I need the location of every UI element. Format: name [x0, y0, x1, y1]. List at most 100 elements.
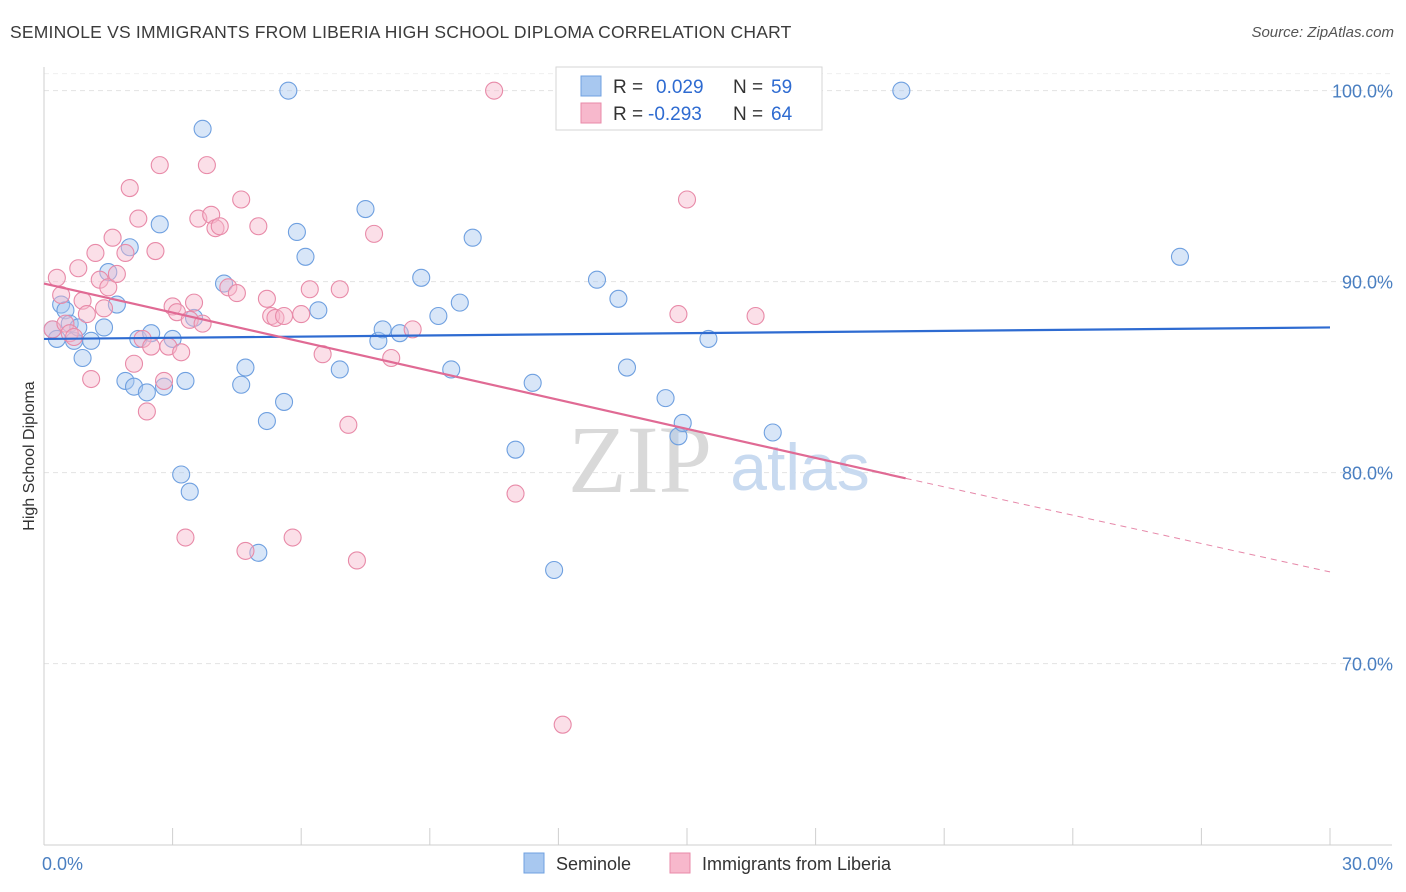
trend-lines	[43, 282, 1331, 573]
liberia-point-21	[137, 402, 156, 421]
seminole-point-45	[463, 228, 482, 247]
liberia-point-50	[300, 280, 319, 299]
legend-r-value-1: 0.029	[656, 77, 704, 98]
seminole-point-36	[330, 360, 349, 379]
watermark: ZIP atlas	[568, 406, 870, 513]
legend-swatch-seminole	[580, 75, 602, 97]
seminole-point-35	[309, 301, 328, 320]
liberia-point-49	[292, 305, 311, 324]
seminole-point-27	[232, 375, 251, 394]
seminole-point-41	[412, 268, 431, 287]
seminole-point-46	[506, 440, 525, 459]
seminole-point-19	[154, 377, 174, 396]
seminole-point-58	[1170, 247, 1190, 266]
x-tick-label-1: 30.0%	[1342, 854, 1393, 874]
liberia-point-42	[236, 541, 255, 560]
liberia-point-43	[249, 217, 268, 236]
liberia-point-22	[142, 337, 161, 356]
series-legend-seminole: Seminole	[556, 854, 631, 874]
liberia-point-40	[227, 284, 246, 303]
liberia-trend-extension	[905, 477, 1331, 573]
liberia-point-9	[82, 369, 101, 389]
seminole-point-30	[257, 411, 276, 431]
x-tick-label-0: 0.0%	[42, 854, 83, 874]
seminole-point-18	[150, 215, 169, 234]
seminole-point-56	[763, 423, 782, 442]
liberia-point-48	[283, 528, 302, 547]
seminole-point-21	[172, 465, 191, 484]
seminole-point-39	[373, 320, 392, 339]
liberia-point-16	[116, 243, 135, 263]
liberia-point-32	[184, 293, 204, 312]
seminole-point-52	[656, 389, 675, 408]
seminole-point-34	[296, 247, 315, 266]
y-axis-label: High School Diploma	[21, 381, 38, 531]
seminole-point-22	[176, 371, 195, 390]
liberia-point-60	[553, 715, 572, 734]
liberia-point-23	[146, 242, 165, 261]
liberia-point-10	[86, 243, 105, 263]
seminole-point-9	[94, 318, 114, 337]
liberia-point-38	[210, 217, 229, 236]
data-points	[43, 81, 1190, 734]
liberia-point-12	[94, 299, 114, 318]
liberia-point-59	[506, 484, 525, 503]
liberia-point-57	[403, 320, 422, 339]
legend-n-value-2: 64	[771, 104, 793, 125]
liberia-point-25	[154, 371, 174, 390]
legend-swatch-liberia	[580, 102, 602, 124]
liberia-point-52	[330, 280, 349, 299]
liberia-point-35	[197, 156, 216, 175]
liberia-point-18	[124, 354, 144, 373]
liberia-point-54	[347, 551, 366, 570]
liberia-point-29	[172, 343, 191, 362]
tick-labels: 100.0% 90.0% 80.0% 70.0% 0.0% 30.0%	[42, 82, 1393, 874]
seminole-point-8	[82, 331, 101, 350]
seminole-point-55	[699, 329, 718, 348]
seminole-point-16	[137, 383, 156, 402]
liberia-point-55	[365, 224, 384, 243]
seminole-point-23	[180, 482, 199, 501]
liberia-point-19	[129, 209, 148, 228]
liberia-point-44	[257, 289, 276, 308]
y-tick-label-3: 70.0%	[1342, 655, 1393, 675]
liberia-point-62	[677, 190, 697, 209]
seminole-point-33	[287, 222, 306, 242]
source-label: Source: ZipAtlas.com	[1251, 24, 1394, 41]
liberia-point-15	[107, 264, 126, 284]
series-legend-liberia: Immigrants from Liberia	[702, 854, 892, 874]
seminole-point-7	[73, 348, 92, 368]
seminole-point-42	[429, 306, 448, 326]
liberia-point-24	[150, 156, 169, 175]
y-tick-label-1: 90.0%	[1342, 273, 1393, 293]
liberia-point-41	[232, 190, 251, 209]
seminole-point-28	[236, 358, 255, 377]
legend-r-value-2: -0.293	[648, 104, 702, 125]
axes	[43, 67, 1392, 846]
liberia-point-53	[339, 415, 358, 434]
seminole-point-51	[617, 358, 637, 377]
seminole-point-32	[279, 81, 298, 100]
seminole-point-57	[892, 81, 911, 100]
liberia-point-1	[47, 268, 66, 287]
chart-title: SEMINOLE VS IMMIGRANTS FROM LIBERIA HIGH…	[10, 22, 792, 42]
liberia-point-58	[485, 81, 504, 100]
seminole-point-44	[450, 293, 469, 312]
liberia-point-63	[746, 306, 765, 326]
y-axis-title: High School Diploma	[21, 381, 38, 531]
liberia-point-61	[669, 305, 688, 324]
seminole-point-50	[609, 289, 628, 308]
liberia-point-30	[176, 528, 195, 547]
watermark-zip: ZIP	[568, 406, 712, 513]
legend-r-label-2: R =	[613, 104, 643, 125]
legend-n-label-1: N =	[733, 77, 763, 98]
liberia-trend-line	[43, 282, 906, 480]
y-tick-label-0: 100.0%	[1332, 82, 1393, 102]
liberia-point-17	[120, 178, 139, 198]
liberia-point-5	[64, 327, 84, 347]
seminole-point-49	[587, 270, 607, 289]
seminole-point-4	[60, 314, 79, 333]
y-tick-label-2: 80.0%	[1342, 464, 1393, 484]
legend-r-label-1: R =	[613, 77, 643, 98]
